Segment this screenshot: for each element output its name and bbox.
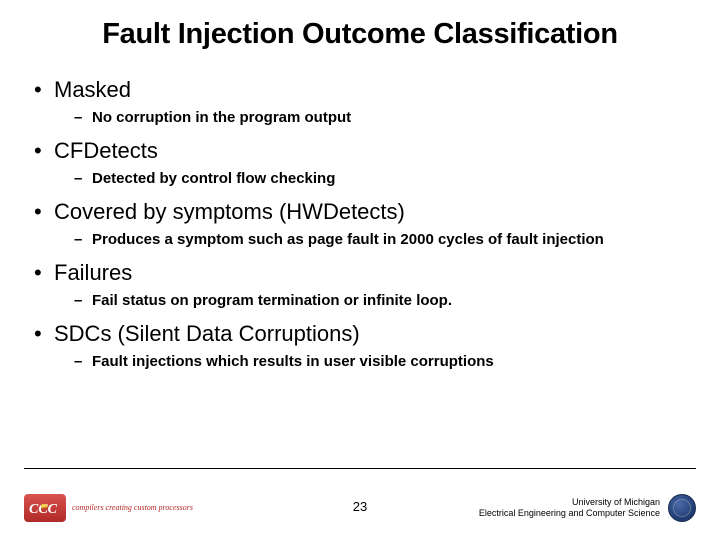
bullet-cfdetects: CFDetects bbox=[34, 138, 692, 164]
bullet-hwdetects: Covered by symptoms (HWDetects) bbox=[34, 199, 692, 225]
subbullet-masked: No corruption in the program output bbox=[34, 109, 692, 126]
ccc-logo-text: compilers creating custom processors bbox=[72, 504, 193, 512]
bullet-masked: Masked bbox=[34, 77, 692, 103]
ccc-logo-icon: CCC bbox=[24, 494, 66, 522]
logo-tag-row1b: custom processors bbox=[134, 503, 193, 512]
subbullet-cfdetects: Detected by control flow checking bbox=[34, 170, 692, 187]
svg-text:CCC: CCC bbox=[29, 502, 58, 517]
university-text: University of Michigan Electrical Engine… bbox=[479, 497, 660, 519]
page-number: 23 bbox=[353, 499, 367, 514]
logo-tag-row1a: compilers creating bbox=[72, 503, 132, 512]
slide-content: Masked No corruption in the program outp… bbox=[28, 77, 692, 370]
university-seal-icon bbox=[668, 494, 696, 522]
slide-title: Fault Injection Outcome Classification bbox=[28, 18, 692, 51]
footer-university: University of Michigan Electrical Engine… bbox=[479, 494, 696, 522]
university-line1: University of Michigan bbox=[479, 497, 660, 508]
subbullet-failures: Fail status on program termination or in… bbox=[34, 292, 692, 309]
subbullet-hwdetects: Produces a symptom such as page fault in… bbox=[34, 231, 692, 248]
slide-footer: CCC compilers creating custom processors… bbox=[0, 480, 720, 528]
footer-separator bbox=[24, 468, 696, 469]
footer-logo-left: CCC compilers creating custom processors bbox=[24, 494, 193, 522]
slide: Fault Injection Outcome Classification M… bbox=[0, 0, 720, 540]
bullet-failures: Failures bbox=[34, 260, 692, 286]
university-line2: Electrical Engineering and Computer Scie… bbox=[479, 508, 660, 519]
bullet-sdcs: SDCs (Silent Data Corruptions) bbox=[34, 321, 692, 347]
subbullet-sdcs: Fault injections which results in user v… bbox=[34, 353, 692, 370]
